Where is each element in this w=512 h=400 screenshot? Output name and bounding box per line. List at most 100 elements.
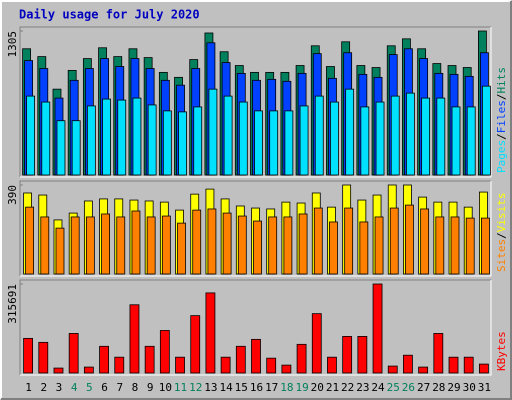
bar — [131, 210, 141, 275]
bar — [223, 95, 233, 176]
x-tick-label: 8 — [132, 381, 139, 394]
bar — [451, 106, 461, 176]
panel-bevel — [20, 27, 492, 178]
bar — [375, 101, 385, 176]
bar — [144, 345, 155, 374]
y-tick-label: 390 — [6, 185, 19, 205]
x-tick-label: 3 — [56, 381, 63, 394]
bar — [192, 209, 202, 275]
bar — [129, 304, 140, 374]
bar — [344, 207, 354, 275]
x-tick-label: 17 — [265, 381, 278, 394]
bar — [26, 95, 35, 176]
legend-separator: / — [495, 94, 508, 101]
bar — [281, 364, 292, 374]
x-tick-label: 21 — [326, 381, 339, 394]
bar — [205, 292, 216, 374]
bar — [342, 336, 353, 374]
bar — [387, 365, 398, 374]
x-tick-label: 23 — [356, 381, 369, 394]
bar — [450, 216, 460, 275]
bar — [159, 330, 170, 374]
x-tick-label: 7 — [116, 381, 123, 394]
bar — [102, 98, 111, 176]
bar — [251, 338, 261, 374]
legend: Pages/Files/Hits — [495, 67, 508, 173]
bar — [357, 336, 368, 374]
x-tick-label: 22 — [341, 381, 354, 394]
bar — [479, 363, 489, 374]
x-tick-label: 10 — [159, 381, 172, 394]
bar — [56, 120, 66, 176]
bar — [146, 216, 156, 275]
bar — [418, 366, 429, 374]
panel-bevel — [19, 26, 491, 177]
bar — [283, 216, 293, 275]
bar — [314, 95, 324, 176]
bar — [161, 215, 171, 275]
panel-bevel — [19, 180, 491, 276]
bar — [117, 99, 127, 176]
x-tick-label: 19 — [295, 381, 308, 394]
x-tick-label: 11 — [174, 381, 187, 394]
bar — [268, 216, 278, 275]
bar — [114, 356, 125, 374]
bar — [41, 101, 51, 176]
bar — [435, 216, 445, 275]
y-tick-label: 315691 — [6, 284, 19, 324]
bar — [313, 207, 323, 275]
bar — [238, 101, 248, 176]
bar — [23, 337, 33, 374]
legend-separator: / — [495, 133, 508, 140]
bar — [86, 105, 96, 176]
x-tick-label: 12 — [189, 381, 202, 394]
x-tick-label: 13 — [204, 381, 217, 394]
bar — [235, 345, 246, 374]
legend-entry: KBytes — [495, 331, 508, 371]
bar — [253, 220, 262, 275]
bar — [55, 227, 65, 275]
bar — [190, 315, 201, 374]
bar — [420, 208, 430, 275]
bar — [389, 207, 399, 275]
bar — [116, 216, 126, 275]
legend-entry: Hits — [495, 67, 508, 94]
x-tick-label: 31 — [478, 381, 491, 394]
legend-entry: Files — [495, 100, 508, 133]
bar — [38, 341, 49, 374]
bar — [99, 345, 109, 374]
legend-entry: Sites — [495, 239, 508, 272]
bar — [220, 356, 231, 374]
bar — [68, 333, 79, 374]
bar — [329, 221, 338, 275]
x-tick-label: 26 — [402, 381, 415, 394]
x-tick-label: 2 — [40, 381, 47, 394]
bar — [85, 216, 95, 275]
panel-bevel — [20, 280, 492, 376]
x-tick-label: 18 — [280, 381, 293, 394]
x-tick-label: 14 — [219, 381, 233, 394]
bar — [40, 216, 50, 275]
bar — [237, 215, 247, 275]
bar — [403, 354, 413, 374]
bar — [327, 356, 337, 374]
bar — [147, 104, 157, 176]
x-tick-label: 6 — [101, 381, 108, 394]
legend: KBytes — [495, 331, 508, 371]
x-tick-label: 30 — [463, 381, 476, 394]
x-tick-label: 20 — [311, 381, 324, 394]
legend: Sites/Visits — [495, 193, 508, 273]
chart-title: Daily usage for July 2020 — [19, 8, 200, 22]
bar — [359, 221, 369, 275]
bar — [405, 204, 414, 275]
bar — [466, 106, 476, 176]
x-tick-label: 9 — [147, 381, 154, 394]
bar — [207, 208, 217, 275]
bar — [406, 92, 415, 176]
bar — [208, 88, 218, 176]
bar — [482, 85, 491, 176]
bar — [177, 222, 186, 275]
y-tick-label: 1305 — [6, 31, 19, 58]
